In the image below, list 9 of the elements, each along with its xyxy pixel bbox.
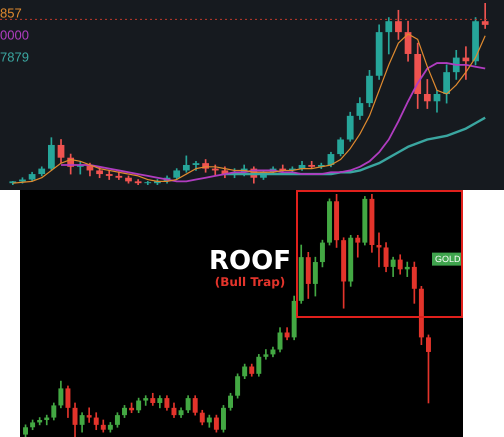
annotation: (Bull Trap) xyxy=(214,275,286,290)
annotation: 0000 xyxy=(0,28,29,43)
annotation: ROOF xyxy=(209,246,291,276)
annotation: 857 xyxy=(0,6,22,21)
candlestick xyxy=(376,232,382,268)
annotation: 7879 xyxy=(0,50,29,65)
text: GOLD xyxy=(434,254,461,264)
candlestick xyxy=(129,402,134,414)
candlestick xyxy=(426,334,431,404)
